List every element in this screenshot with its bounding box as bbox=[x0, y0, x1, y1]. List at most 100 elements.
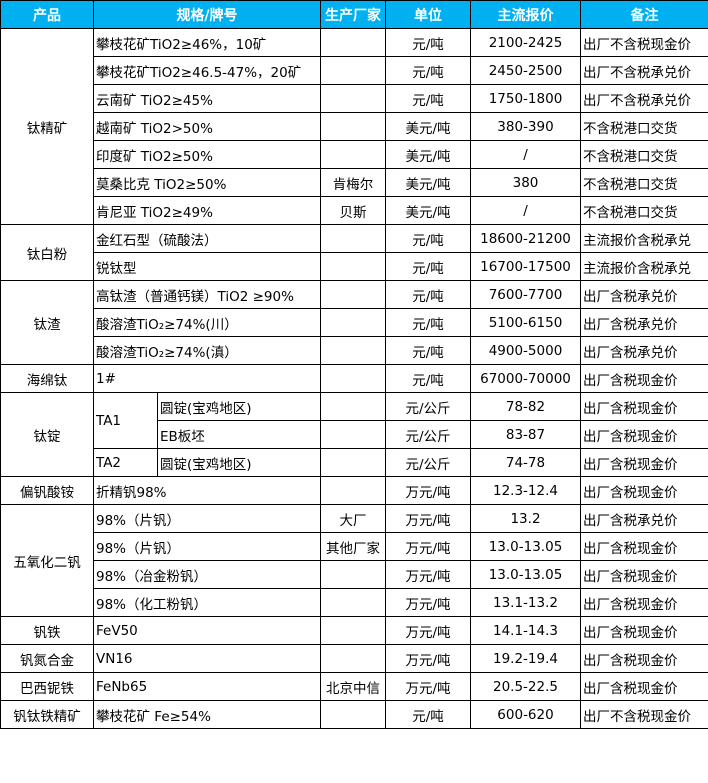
table-row: 攀枝花矿TiO2≥46.5-47%，20矿 元/吨 2450-2500 出厂不含税承兑… bbox=[1, 56, 708, 85]
price-cell: 1750-1800 bbox=[470, 84, 581, 113]
price-cell: 74-78 bbox=[470, 448, 581, 477]
maker-cell: 肯梅尔 bbox=[320, 168, 386, 197]
table-row: 肯尼亚 TiO2≥49% 贝斯 美元/吨 / 不含税港口交货 bbox=[1, 196, 708, 225]
price-cell: / bbox=[470, 196, 581, 225]
spec-cell: 98%（化工粉钒） bbox=[93, 588, 321, 617]
maker-cell bbox=[320, 448, 386, 477]
price-cell: 600-620 bbox=[470, 700, 581, 729]
unit-cell: 万元/吨 bbox=[385, 644, 471, 673]
note-cell: 出厂含税现金价 bbox=[580, 532, 708, 561]
unit-cell: 美元/吨 bbox=[385, 140, 471, 169]
unit-cell: 万元/吨 bbox=[385, 588, 471, 617]
spec-cell: 圆锭(宝鸡地区) bbox=[157, 448, 321, 477]
header-product: 产品 bbox=[0, 0, 94, 29]
price-cell: 13.2 bbox=[470, 504, 581, 533]
note-cell: 出厂含税承兑价 bbox=[580, 504, 708, 533]
unit-cell: 美元/吨 bbox=[385, 168, 471, 197]
table-row: 锐钛型 元/吨 16700-17500 主流报价含税承兑 bbox=[1, 252, 708, 281]
product-cell: 钒钛铁精矿 bbox=[0, 700, 94, 729]
spec-cell: 金红石型（硫酸法） bbox=[93, 224, 321, 253]
table-row: 酸溶渣TiO₂≥74%(川） 元/吨 5100-6150 出厂含税承兑价 bbox=[1, 308, 708, 337]
spec-cell: 锐钛型 bbox=[93, 252, 321, 281]
spec-cell: 肯尼亚 TiO2≥49% bbox=[93, 196, 321, 225]
grade-cell: TA1 bbox=[93, 392, 158, 449]
header-row: 产品 规格/牌号 生产厂家 单位 主流报价 备注 bbox=[0, 0, 708, 29]
note-cell: 出厂含税现金价 bbox=[580, 588, 708, 617]
table-row: 钛渣 高钛渣（普通钙镁）TiO2 ≥90% 元/吨 7600-7700 出厂含税承兑价 bbox=[0, 280, 708, 365]
maker-cell bbox=[320, 336, 386, 365]
table-row: 钒氮合金 VN16 万元/吨 19.2-19.4 出厂含税现金价 bbox=[0, 644, 708, 673]
note-cell: 不含税港口交货 bbox=[580, 140, 708, 169]
table-row: 钛白粉 金红石型（硫酸法） 元/吨 18600-21200 主流报价含税承兑 bbox=[0, 224, 708, 281]
unit-cell: 元/吨 bbox=[385, 224, 471, 253]
product-cell: 钛精矿 bbox=[0, 28, 94, 225]
price-cell: 13.1-13.2 bbox=[470, 588, 581, 617]
product-cell: 钒铁 bbox=[0, 616, 94, 645]
note-cell: 出厂含税承兑价 bbox=[580, 336, 708, 365]
unit-cell: 元/吨 bbox=[385, 700, 471, 729]
price-cell: 380-390 bbox=[470, 112, 581, 141]
table-row: 钛精矿 攀枝花矿TiO2≥46%，10矿 元/吨 2100-2425 出厂不含税现金价 bbox=[0, 28, 708, 225]
maker-cell bbox=[320, 56, 386, 85]
price-cell: 20.5-22.5 bbox=[470, 672, 581, 701]
spec-cell: 越南矿 TiO2>50% bbox=[93, 112, 321, 141]
spec-cell: 98%（片钒） bbox=[93, 532, 321, 561]
note-cell: 出厂含税现金价 bbox=[580, 420, 708, 449]
maker-cell bbox=[320, 644, 386, 673]
spec-cell: 攀枝花矿TiO2≥46.5-47%，20矿 bbox=[93, 56, 321, 85]
maker-cell: 贝斯 bbox=[320, 196, 386, 225]
maker-cell bbox=[320, 112, 386, 141]
header-note: 备注 bbox=[580, 0, 708, 29]
table-row: 越南矿 TiO2>50% 美元/吨 380-390 不含税港口交货 bbox=[1, 112, 708, 141]
unit-cell: 美元/吨 bbox=[385, 112, 471, 141]
spec-cell: EB板坯 bbox=[157, 420, 321, 449]
table-row: 云南矿 TiO2≥45% 元/吨 1750-1800 出厂不含税承兑价 bbox=[1, 84, 708, 113]
note-cell: 出厂不含税承兑价 bbox=[580, 84, 708, 113]
spec-cell: 酸溶渣TiO₂≥74%(川） bbox=[93, 308, 321, 337]
price-cell: 2450-2500 bbox=[470, 56, 581, 85]
note-cell: 出厂含税现金价 bbox=[580, 364, 708, 393]
header-maker: 生产厂家 bbox=[320, 0, 386, 29]
table-row: 偏钒酸铵 折精钒98% 万元/吨 12.3-12.4 出厂含税现金价 bbox=[0, 476, 708, 505]
maker-cell: 大厂 bbox=[320, 504, 386, 533]
price-cell: 67000-70000 bbox=[470, 364, 581, 393]
grade-cell: TA2 bbox=[93, 448, 158, 477]
maker-cell bbox=[320, 252, 386, 281]
maker-cell bbox=[320, 392, 386, 421]
unit-cell: 元/吨 bbox=[385, 280, 471, 309]
spec-cell: 1# bbox=[93, 364, 321, 393]
maker-cell bbox=[320, 588, 386, 617]
product-cell: 钒氮合金 bbox=[0, 644, 94, 673]
maker-cell bbox=[320, 308, 386, 337]
note-cell: 出厂含税承兑价 bbox=[580, 308, 708, 337]
price-table: 产品 规格/牌号 生产厂家 单位 主流报价 备注 钛精矿 攀枝花矿TiO2≥46%… bbox=[0, 0, 708, 729]
unit-cell: 万元/吨 bbox=[385, 616, 471, 645]
table-row: 海绵钛 1# 元/吨 67000-70000 出厂含税现金价 bbox=[0, 364, 708, 393]
note-cell: 不含税港口交货 bbox=[580, 112, 708, 141]
spec-cell: 高钛渣（普通钙镁）TiO2 ≥90% bbox=[93, 280, 321, 309]
product-cell: 海绵钛 bbox=[0, 364, 94, 393]
note-cell: 出厂含税现金价 bbox=[580, 672, 708, 701]
maker-cell bbox=[320, 84, 386, 113]
spec-cell: 攀枝花矿TiO2≥46%，10矿 bbox=[93, 28, 321, 57]
maker-cell bbox=[320, 616, 386, 645]
price-cell: 5100-6150 bbox=[470, 308, 581, 337]
unit-cell: 元/公斤 bbox=[385, 448, 471, 477]
unit-cell: 元/吨 bbox=[385, 84, 471, 113]
spec-cell: 攀枝花矿 Fe≥54% bbox=[93, 700, 321, 729]
unit-cell: 万元/吨 bbox=[385, 532, 471, 561]
price-cell: 7600-7700 bbox=[470, 280, 581, 309]
note-cell: 出厂含税现金价 bbox=[580, 448, 708, 477]
price-cell: 16700-17500 bbox=[470, 252, 581, 281]
unit-cell: 万元/吨 bbox=[385, 476, 471, 505]
price-cell: 4900-5000 bbox=[470, 336, 581, 365]
table-row: 酸溶渣TiO₂≥74%(滇） 元/吨 4900-5000 出厂含税承兑价 bbox=[1, 336, 708, 365]
spec-cell: VN16 bbox=[93, 644, 321, 673]
spec-cell: 莫桑比克 TiO2≥50% bbox=[93, 168, 321, 197]
maker-cell: 其他厂家 bbox=[320, 532, 386, 561]
spec-cell: 98%（片钒） bbox=[93, 504, 321, 533]
note-cell: 出厂含税现金价 bbox=[580, 616, 708, 645]
table-row: 钛锭 TA1 圆锭(宝鸡地区) 元/公斤 78-82 出厂含税现金价 bbox=[0, 392, 708, 477]
spec-cell: FeNb65 bbox=[93, 672, 321, 701]
unit-cell: 元/吨 bbox=[385, 364, 471, 393]
